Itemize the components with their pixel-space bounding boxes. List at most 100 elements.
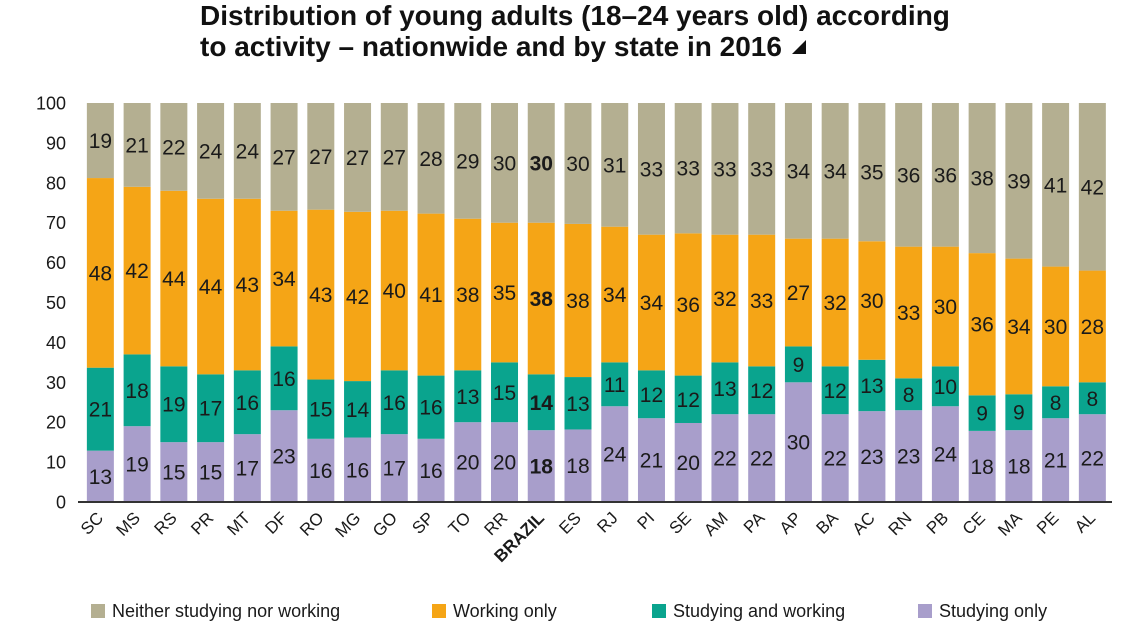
data-label: 48: [89, 262, 112, 285]
data-label: 13: [860, 375, 883, 398]
y-tick-label: 60: [46, 253, 66, 273]
data-label: 16: [272, 368, 295, 391]
data-label: 15: [309, 399, 332, 422]
data-label: 36: [934, 164, 957, 187]
x-tick-label: GO: [369, 508, 401, 540]
data-label: 33: [750, 158, 773, 181]
y-axis: 0 10 20 30 40 50 60 70 80 90 100: [36, 94, 66, 513]
data-label: 35: [493, 282, 516, 305]
bar-segment-neither-studying-nor-working: [86, 103, 114, 179]
data-label: 17: [383, 458, 406, 481]
bar-segment-studying-only: [1042, 418, 1070, 502]
chart-title: Distribution of young adults (18–24 year…: [200, 0, 968, 62]
data-label: 30: [1044, 316, 1067, 339]
data-label: 12: [640, 384, 663, 407]
x-tick-label: RS: [151, 508, 181, 538]
data-label: 41: [1044, 174, 1067, 197]
data-label: 27: [272, 146, 295, 169]
data-label: 22: [162, 136, 185, 159]
data-label: 24: [603, 444, 627, 467]
data-label: 9: [793, 354, 805, 377]
data-label: 14: [346, 399, 370, 422]
bar-es: [564, 103, 592, 502]
bar-brazil: [527, 103, 555, 502]
data-label: 9: [976, 403, 988, 426]
bar-segment-working-only: [858, 241, 886, 360]
bar-segment-studying-only: [527, 430, 555, 502]
bar-ms: [123, 103, 151, 502]
data-label: 23: [272, 446, 295, 469]
data-label: 8: [1087, 388, 1099, 411]
bar-segment-neither-studying-nor-working: [527, 103, 555, 223]
x-tick-label: PB: [923, 508, 952, 537]
bar-segment-studying-only: [1005, 430, 1033, 502]
bar-segment-neither-studying-nor-working: [601, 103, 629, 227]
bar-sp: [417, 103, 445, 502]
bar-segment-neither-studying-nor-working: [1005, 103, 1033, 259]
bar-segment-studying-only: [380, 434, 408, 502]
bar-segment-working-only: [270, 210, 298, 347]
bar-segment-studying-only: [674, 422, 702, 502]
y-tick-label: 0: [56, 493, 66, 513]
data-label: 23: [860, 446, 883, 469]
bar-segment-studying-and-working: [417, 375, 445, 439]
bar-segment-neither-studying-nor-working: [1078, 103, 1106, 271]
bar-mt: [233, 103, 261, 502]
bar-go: [380, 103, 408, 502]
bar-segment-neither-studying-nor-working: [270, 103, 298, 211]
data-label: 20: [456, 452, 479, 475]
data-label: 13: [566, 393, 589, 416]
bar-segment-working-only: [344, 211, 372, 382]
bar-segment-studying-and-working: [86, 367, 114, 451]
legend-swatch: [432, 604, 446, 618]
bar-segment-studying-only: [491, 422, 519, 502]
bar-am: [711, 103, 739, 502]
bar-segment-working-only: [417, 213, 445, 376]
y-tick-label: 50: [46, 293, 66, 313]
bar-segment-neither-studying-nor-working: [307, 103, 335, 210]
y-tick-label: 10: [46, 453, 66, 473]
data-label: 21: [89, 399, 112, 422]
bar-segment-neither-studying-nor-working: [895, 103, 923, 247]
data-label: 22: [750, 448, 773, 471]
bar-segment-working-only: [564, 223, 592, 378]
data-label: 15: [199, 462, 222, 485]
chart-title-text: Distribution of young adults (18–24 year…: [200, 0, 950, 62]
bar-segment-studying-only: [895, 410, 923, 502]
bar-segment-working-only: [895, 246, 923, 379]
data-label: 22: [713, 448, 736, 471]
data-label: 18: [1007, 456, 1030, 479]
data-label: 16: [309, 460, 332, 483]
bar-segment-neither-studying-nor-working: [821, 103, 849, 239]
bar-segment-studying-only: [417, 438, 445, 502]
bar-segment-studying-and-working: [527, 374, 555, 431]
bar-segment-neither-studying-nor-working: [417, 103, 445, 214]
x-tick-label: ES: [555, 508, 584, 537]
bar-segment-working-only: [711, 234, 739, 363]
bar-rj: [601, 103, 629, 502]
bar-segment-neither-studying-nor-working: [674, 103, 702, 234]
bar-segment-working-only: [748, 234, 776, 367]
bar-segment-neither-studying-nor-working: [454, 103, 482, 219]
data-label: 15: [493, 382, 516, 405]
x-tick-label: AP: [776, 508, 805, 537]
bar-segment-studying-and-working: [491, 362, 519, 423]
bar-segment-studying-and-working: [1005, 394, 1033, 431]
data-label: 13: [713, 378, 736, 401]
bar-segment-studying-only: [711, 414, 739, 502]
x-tick-label: MS: [112, 508, 143, 539]
bar-segment-working-only: [197, 198, 225, 375]
bar-segment-studying-only: [123, 426, 151, 502]
x-tick-label: MA: [994, 508, 1026, 540]
legend-label: Working only: [453, 600, 557, 621]
data-label: 11: [604, 374, 626, 397]
x-tick-label: SE: [666, 508, 695, 537]
data-label: 30: [530, 152, 553, 175]
legend-label: Studying and working: [673, 600, 846, 621]
bar-df: [270, 103, 298, 502]
bar-segment-working-only: [233, 198, 261, 371]
bar-segment-studying-only: [160, 442, 188, 502]
x-tick-label: SC: [77, 508, 107, 538]
data-label: 30: [493, 152, 516, 175]
